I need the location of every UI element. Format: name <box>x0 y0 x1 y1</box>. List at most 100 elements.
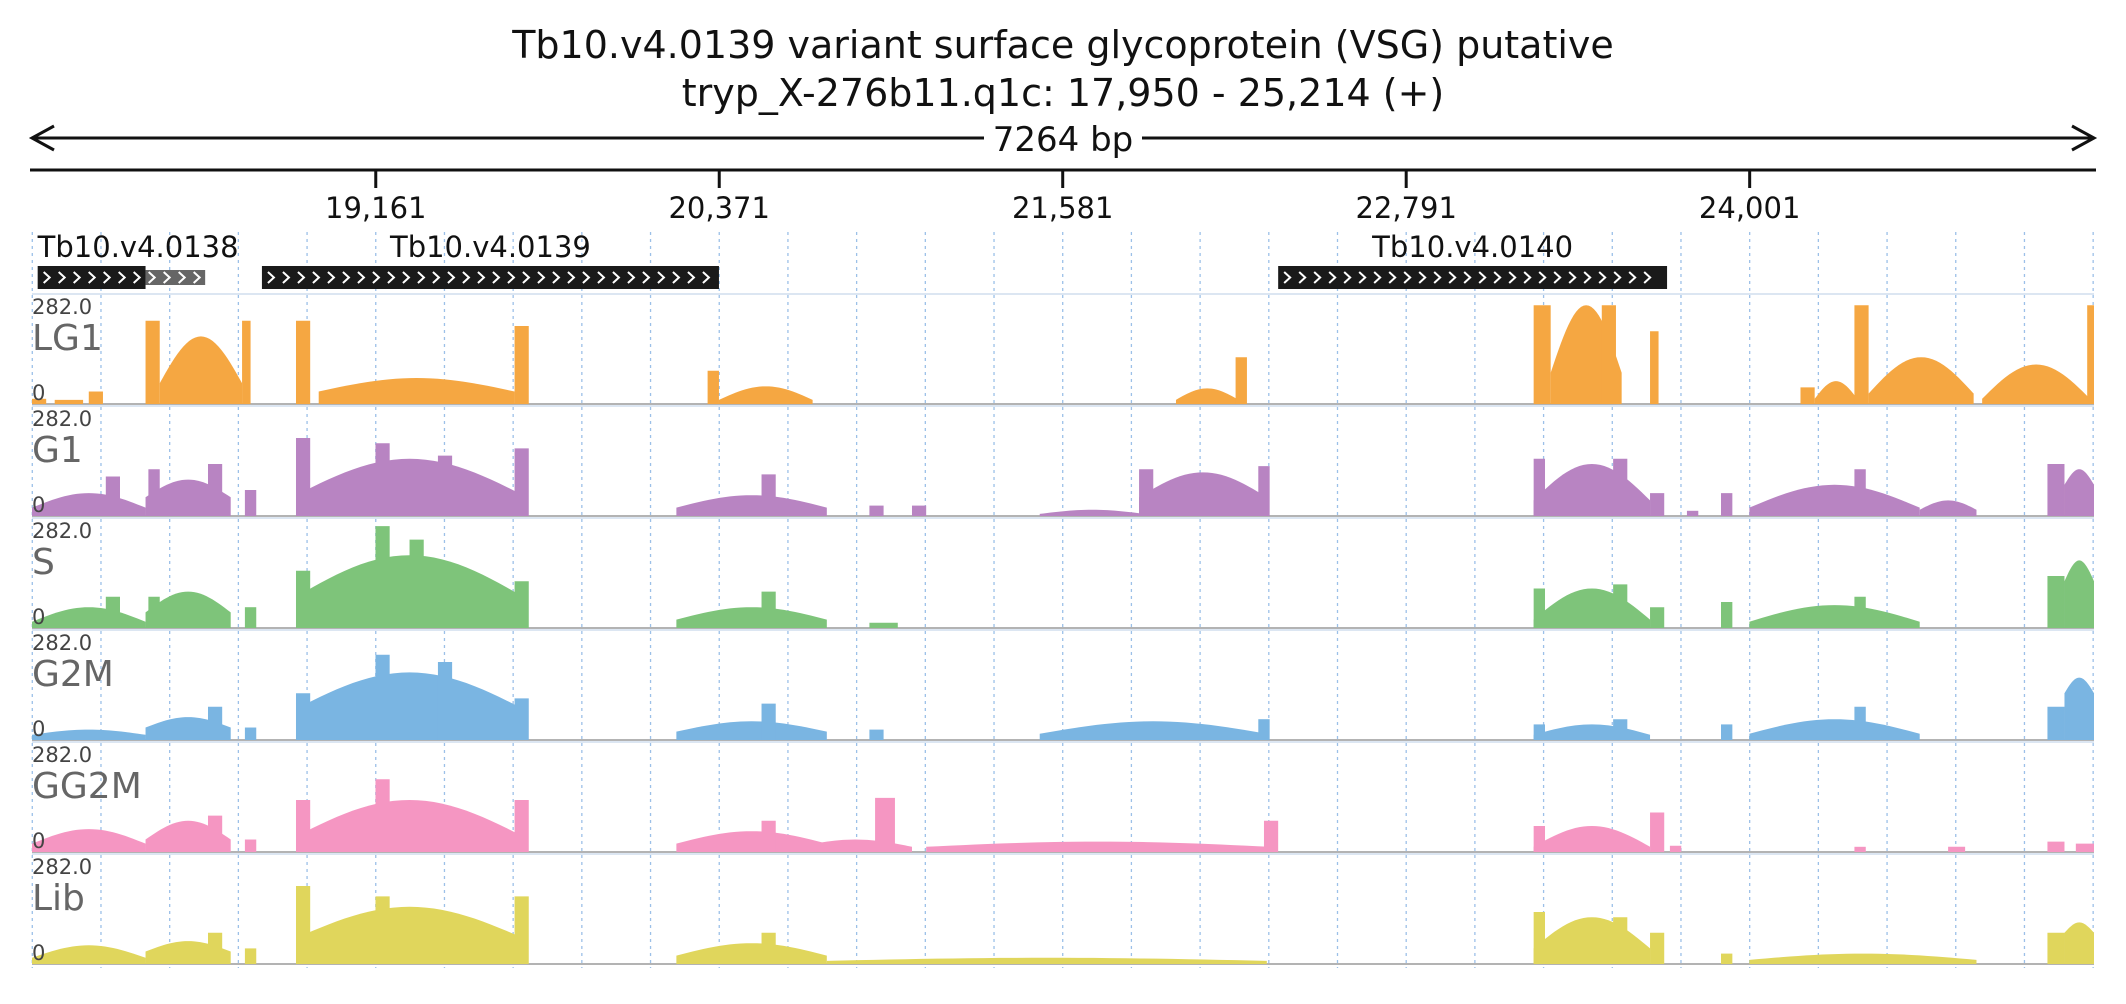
strand-arrow-icon <box>477 271 486 284</box>
strand-arrow-icon <box>1523 271 1532 284</box>
track-ymax-label: 282.0 <box>32 407 92 431</box>
coverage-segment <box>761 703 776 740</box>
coverage-segment <box>1749 484 1920 516</box>
ruler-tick-label: 19,161 <box>325 191 426 225</box>
coverage-segment <box>244 607 257 628</box>
coverage-segment <box>1533 826 1546 852</box>
strand-arrow-icon <box>1478 271 1487 284</box>
strand-arrow-icon <box>1358 271 1367 284</box>
track-name-label: G2M <box>32 654 114 695</box>
strand-arrow-icon <box>1373 271 1382 284</box>
strand-arrow-icon <box>1343 271 1352 284</box>
strand-arrow-icon <box>672 271 681 284</box>
strand-arrow-icon <box>537 271 546 284</box>
coverage-segment <box>514 896 529 964</box>
coverage-segment <box>295 800 311 852</box>
coverage-segment <box>676 943 827 964</box>
strand-arrow-icon <box>1388 271 1397 284</box>
coverage-track: 282.0 0 GG2M <box>32 741 2094 853</box>
track-name-label: GG2M <box>32 766 142 807</box>
coverage-segment <box>1749 953 1977 964</box>
coverage-segment <box>1613 719 1628 740</box>
strand-arrow-icon <box>133 271 142 284</box>
strand-arrow-icon <box>1553 271 1562 284</box>
track-ymin-label: 0 <box>32 941 45 965</box>
coverage-segment <box>1533 917 1651 964</box>
track-ymax-label: 282.0 <box>32 631 92 655</box>
strand-arrow-icon <box>1613 271 1622 284</box>
coverage-segment <box>869 622 898 628</box>
track-ymin-label: 0 <box>32 381 45 405</box>
coverage-segment <box>1139 469 1154 516</box>
coverage-segment <box>2087 305 2094 404</box>
track-ymin-label: 0 <box>32 493 45 517</box>
coverage-segment <box>318 378 515 404</box>
coverage-segment <box>1533 724 1651 740</box>
strand-arrow-icon <box>357 271 366 284</box>
strand-arrow-icon <box>1508 271 1517 284</box>
strand-arrow-icon <box>432 271 441 284</box>
coverage-segment <box>2064 560 2094 628</box>
coverage-segment <box>1650 932 1665 964</box>
coverage-track: 282.0 0 G2M <box>32 629 2094 741</box>
coverage-segment <box>1749 719 1920 740</box>
coverage-segment <box>761 932 776 964</box>
coverage-segment <box>32 945 146 964</box>
coverage-segment <box>1039 721 1267 740</box>
coverage-segment <box>244 490 257 516</box>
coverage-segment <box>295 672 524 740</box>
coverage-segment <box>207 464 223 516</box>
ruler-tick-label: 24,001 <box>1699 191 1800 225</box>
coverage-segment <box>2047 464 2065 516</box>
coverage-segment <box>676 721 827 740</box>
coverage-segment <box>514 448 529 516</box>
strand-arrow-icon <box>1328 271 1337 284</box>
coverage-segment <box>514 800 529 852</box>
coverage-segment <box>1533 588 1651 628</box>
strand-arrow-icon <box>103 271 112 284</box>
coverage-segment <box>1139 472 1267 516</box>
strand-arrow-icon <box>657 271 666 284</box>
coverage-segment <box>375 896 390 964</box>
track-ymin-label: 0 <box>32 605 45 629</box>
coverage-segment <box>718 386 813 404</box>
coverage-segment <box>295 800 524 852</box>
coverage-segment <box>2047 841 2065 852</box>
strand-arrow-icon <box>1448 271 1457 284</box>
coverage-segment <box>207 706 223 740</box>
coverage-segment <box>1721 724 1733 740</box>
coverage-segment <box>1533 912 1546 964</box>
ruler-ticks: 19,161 20,371 21,581 22,791 24,001 <box>325 170 1800 225</box>
coverage-segment <box>1749 605 1920 628</box>
strand-arrow-icon <box>297 271 306 284</box>
coverage-segment <box>1669 845 1682 852</box>
coverage-segment <box>145 591 231 628</box>
span-arrow-head-right <box>2071 124 2098 152</box>
coverage-segment <box>295 906 524 964</box>
ruler-tick-label: 22,791 <box>1355 191 1456 225</box>
coverage-segment <box>911 505 927 516</box>
strand-arrow-icon <box>522 271 531 284</box>
coverage-segment <box>1533 826 1651 852</box>
coverage-segment <box>1613 917 1628 964</box>
coverage-segment <box>295 570 311 628</box>
coverage-segment <box>159 336 243 404</box>
coverage-track: 282.0 0 S <box>32 517 2094 629</box>
coverage-segment <box>2064 922 2094 964</box>
track-ymin-label: 0 <box>32 717 45 741</box>
coverage-segment <box>2047 576 2065 628</box>
coverage-segment <box>54 399 84 404</box>
coverage-segment <box>1263 820 1279 852</box>
coverage-segment <box>1854 305 1869 404</box>
coverage-segment <box>1948 846 1966 852</box>
strand-arrow-icon <box>702 271 711 284</box>
gene-label: Tb10.v4.0140 <box>1371 230 1573 264</box>
strand-arrow-icon <box>1313 271 1322 284</box>
strand-arrow-icon <box>1418 271 1427 284</box>
coverage-segment <box>514 581 529 628</box>
strand-arrow-icon <box>342 271 351 284</box>
strand-arrow-icon <box>327 271 336 284</box>
strand-arrow-icon <box>1568 271 1577 284</box>
